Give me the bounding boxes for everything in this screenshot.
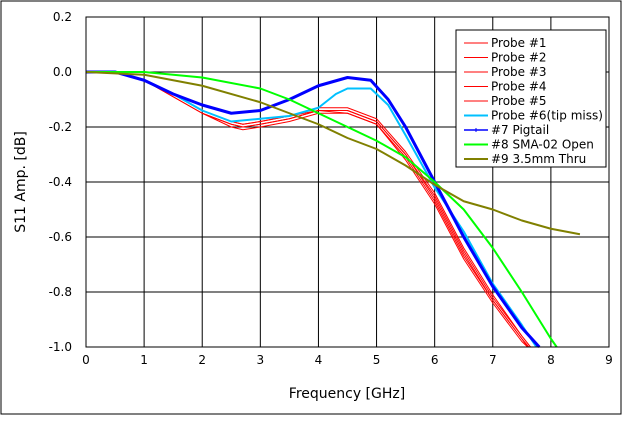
y-tick-label: -0.4 bbox=[49, 175, 72, 189]
x-tick-label: 1 bbox=[140, 353, 148, 367]
legend-label: #7 Pigtail bbox=[491, 123, 549, 137]
legend-label: #8 SMA-02 Open bbox=[491, 138, 594, 152]
y-tick-label: -0.2 bbox=[49, 120, 72, 134]
series-line-9 bbox=[85, 71, 581, 236]
legend-label: Probe #6(tip miss) bbox=[491, 109, 603, 123]
x-tick-label: 3 bbox=[257, 353, 265, 367]
series-line-5 bbox=[86, 71, 530, 348]
y-tick-label: 0.2 bbox=[53, 10, 72, 24]
x-axis-label: Frequency [GHz] bbox=[289, 386, 405, 402]
legend-label: Probe #4 bbox=[491, 80, 547, 94]
x-tick-label: 7 bbox=[489, 353, 497, 367]
legend-label: Probe #2 bbox=[491, 51, 547, 65]
series-line-8 bbox=[86, 71, 558, 348]
legend-label: Probe #1 bbox=[491, 36, 547, 50]
plot-border bbox=[85, 16, 610, 348]
y-tick-label: -1.0 bbox=[49, 340, 72, 354]
x-tick-label: 6 bbox=[431, 353, 439, 367]
legend-label: Probe #3 bbox=[491, 65, 547, 79]
x-tick-label: 2 bbox=[198, 353, 206, 367]
y-tick-label: -0.8 bbox=[49, 285, 72, 299]
x-tick-label: 5 bbox=[373, 353, 381, 367]
x-tick-label: 8 bbox=[547, 353, 555, 367]
x-tick-label: 4 bbox=[315, 353, 323, 367]
legend-label: Probe #5 bbox=[491, 94, 547, 108]
y-tick-label: 0.0 bbox=[53, 65, 72, 79]
legend-label: #9 3.5mm Thru bbox=[491, 152, 586, 166]
series-line-7 bbox=[86, 70, 541, 349]
y-axis-label: S11 Amp. [dB] bbox=[13, 131, 29, 233]
x-tick-label: 0 bbox=[82, 353, 90, 367]
x-tick-label: 9 bbox=[605, 353, 613, 367]
y-tick-label: -0.6 bbox=[49, 230, 72, 244]
